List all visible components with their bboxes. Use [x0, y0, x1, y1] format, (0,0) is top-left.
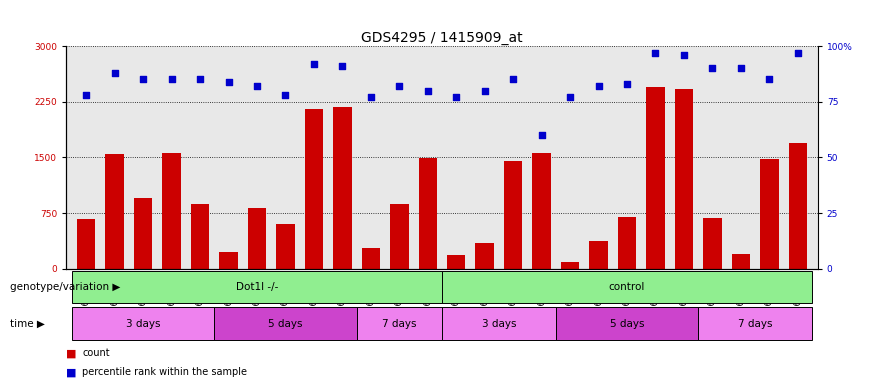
Bar: [732, 254, 751, 269]
Point: [648, 50, 662, 56]
Point: [705, 65, 720, 71]
Point: [620, 81, 634, 87]
Bar: [77, 219, 95, 269]
Point: [449, 94, 463, 100]
Bar: [504, 161, 522, 269]
Point: [734, 65, 748, 71]
Text: Dot1l -/-: Dot1l -/-: [236, 282, 278, 292]
Point: [335, 63, 349, 69]
Bar: [532, 153, 551, 269]
Point: [421, 88, 435, 94]
Point: [193, 76, 207, 83]
Bar: [163, 153, 181, 269]
Bar: [390, 204, 408, 269]
Text: 3 days: 3 days: [126, 318, 160, 329]
Bar: [214, 307, 356, 340]
Text: percentile rank within the sample: percentile rank within the sample: [82, 367, 248, 377]
Bar: [248, 208, 266, 269]
Bar: [789, 142, 807, 269]
Bar: [356, 307, 442, 340]
Point: [250, 83, 264, 89]
Point: [222, 79, 236, 85]
Title: GDS4295 / 1415909_at: GDS4295 / 1415909_at: [362, 31, 522, 45]
Bar: [333, 107, 352, 269]
Bar: [191, 204, 210, 269]
Point: [477, 88, 492, 94]
Bar: [447, 255, 466, 269]
Bar: [646, 87, 665, 269]
Text: count: count: [82, 348, 110, 358]
Text: 7 days: 7 days: [382, 318, 416, 329]
Bar: [476, 243, 494, 269]
Bar: [590, 241, 608, 269]
Point: [392, 83, 407, 89]
Text: 5 days: 5 days: [268, 318, 302, 329]
Text: 3 days: 3 days: [482, 318, 516, 329]
Text: 5 days: 5 days: [610, 318, 644, 329]
Bar: [698, 307, 812, 340]
Point: [535, 132, 549, 138]
Bar: [72, 271, 442, 303]
Bar: [133, 198, 152, 269]
Bar: [703, 218, 721, 269]
Bar: [305, 109, 324, 269]
Text: 7 days: 7 days: [738, 318, 773, 329]
Bar: [219, 252, 238, 269]
Point: [307, 61, 321, 67]
Bar: [362, 248, 380, 269]
Text: time ▶: time ▶: [10, 318, 45, 329]
Bar: [276, 223, 294, 269]
Bar: [674, 89, 693, 269]
Point: [278, 92, 293, 98]
Bar: [556, 307, 698, 340]
Point: [762, 76, 776, 83]
Text: ■: ■: [66, 367, 80, 377]
Point: [108, 70, 122, 76]
Point: [563, 94, 577, 100]
Point: [591, 83, 606, 89]
Bar: [72, 307, 214, 340]
Text: ■: ■: [66, 348, 80, 358]
Bar: [560, 262, 579, 269]
Point: [136, 76, 150, 83]
Point: [364, 94, 378, 100]
Bar: [442, 271, 812, 303]
Bar: [442, 307, 556, 340]
Text: genotype/variation ▶: genotype/variation ▶: [10, 282, 120, 292]
Bar: [418, 158, 437, 269]
Text: control: control: [609, 282, 645, 292]
Bar: [760, 159, 779, 269]
Point: [506, 76, 520, 83]
Point: [790, 50, 804, 56]
Point: [80, 92, 94, 98]
Bar: [105, 154, 124, 269]
Bar: [618, 217, 636, 269]
Point: [164, 76, 179, 83]
Point: [677, 52, 691, 58]
